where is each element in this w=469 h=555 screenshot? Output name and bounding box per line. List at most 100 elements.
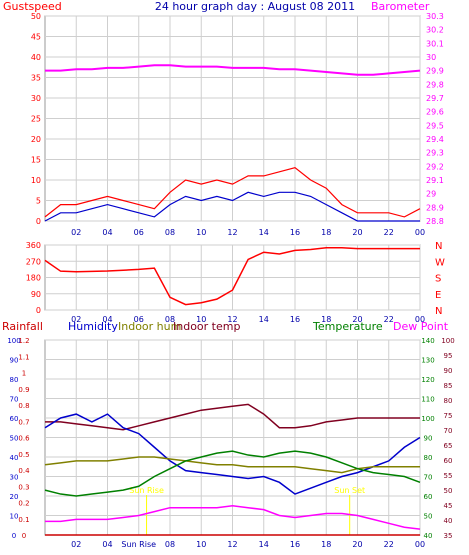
barometer-tick-label: 29 bbox=[426, 190, 436, 199]
graph-title: 24 hour graph day : August 08 2011 bbox=[155, 0, 355, 13]
axis-tick-label: 55 bbox=[444, 472, 453, 480]
axis-tick-label: 30 bbox=[10, 474, 19, 482]
time-tick-label: 04 bbox=[102, 228, 112, 237]
axis-tick-label: 75 bbox=[444, 412, 453, 420]
time-tick-label: 08 bbox=[165, 228, 175, 237]
time-tick-label: 06 bbox=[134, 315, 144, 324]
axis-tick-label: 0 bbox=[22, 532, 26, 540]
barometer-line bbox=[45, 64, 421, 76]
axis-tick-label: 50 bbox=[444, 487, 453, 495]
axis-tick-label: 40 bbox=[424, 532, 433, 540]
barometer-tick-label: 28.9 bbox=[426, 203, 444, 212]
time-tick-label: 18 bbox=[321, 228, 331, 237]
axis-tick-label: 0.8 bbox=[18, 402, 29, 410]
wind-lines bbox=[44, 64, 421, 222]
time-tick-label: 20 bbox=[352, 315, 362, 324]
time-tick-label: 00 bbox=[415, 228, 425, 237]
axis-tick-label: 0 bbox=[12, 532, 16, 540]
time-tick-label: 06 bbox=[134, 228, 144, 237]
gust-tick-label: 40 bbox=[31, 53, 41, 62]
axis-tick-label: 1.2 bbox=[18, 337, 29, 345]
axis-tick-label: 60 bbox=[444, 457, 453, 465]
time-tick-label: 04 bbox=[102, 315, 112, 324]
axis-tick-label: 10 bbox=[10, 513, 19, 521]
compass-label: S bbox=[435, 274, 441, 285]
time-tick-label: 18 bbox=[321, 540, 331, 549]
series-label: Rainfall bbox=[2, 320, 43, 333]
axis-tick-label: 140 bbox=[421, 337, 434, 345]
gust-tick-label: 20 bbox=[31, 135, 41, 144]
indoor_temp-line bbox=[45, 403, 420, 431]
axis-tick-label: 130 bbox=[421, 357, 434, 365]
axis-tick-label: 120 bbox=[421, 376, 434, 384]
axis-tick-label: 95 bbox=[444, 352, 453, 360]
axis-tick-label: 85 bbox=[444, 382, 453, 390]
axis-tick-label: 60 bbox=[10, 415, 19, 423]
barometer-tick-label: 29.1 bbox=[426, 176, 444, 185]
gust-tick-label: 45 bbox=[31, 33, 41, 42]
axis-tick-label: 60 bbox=[424, 493, 433, 501]
degree-tick-label: 180 bbox=[26, 274, 41, 283]
gust-tick-label: 5 bbox=[36, 197, 41, 206]
barometer-axis-label: Barometer bbox=[371, 0, 430, 13]
axis-tick-label: 110 bbox=[421, 396, 434, 404]
axis-tick-label: 0.1 bbox=[18, 516, 29, 524]
series-label: Indoor hum bbox=[118, 320, 181, 333]
direction-time-ticks: 02 04 06 08 10 12 14 16 18 20 22 00 bbox=[71, 315, 425, 324]
dew_point-line bbox=[45, 504, 421, 530]
axis-tick-label: 50 bbox=[10, 435, 19, 443]
time-tick-label: 10 bbox=[196, 228, 206, 237]
temperature-line bbox=[44, 450, 421, 497]
time-tick-label: 14 bbox=[259, 228, 269, 237]
sun-annotation: Sun Rise bbox=[129, 486, 164, 495]
time-tick-label: 12 bbox=[227, 315, 237, 324]
time-tick-label: 04 bbox=[102, 540, 112, 549]
axis-tick-label: 0.3 bbox=[18, 483, 29, 491]
degree-tick-label: 0 bbox=[36, 306, 41, 315]
axis-tick-label: 0.2 bbox=[18, 500, 29, 508]
series-label: Dew Point bbox=[393, 320, 449, 333]
axis-tick-label: 80 bbox=[444, 397, 453, 405]
compass-label: E bbox=[435, 290, 441, 301]
axis-tick-label: 90 bbox=[444, 367, 453, 375]
axis-tick-label: 40 bbox=[10, 454, 19, 462]
compass-label: W bbox=[435, 257, 445, 268]
gust-tick-label: 10 bbox=[31, 176, 41, 185]
time-tick-label: 14 bbox=[259, 540, 269, 549]
time-tick-label: Sun Rise bbox=[121, 540, 156, 549]
gust-tick-label: 35 bbox=[31, 74, 41, 83]
gust-line bbox=[44, 167, 421, 218]
barometer-tick-label: 29.7 bbox=[426, 94, 444, 103]
wind-direction-line bbox=[44, 246, 420, 306]
barometer-tick-label: 29.5 bbox=[426, 121, 444, 130]
series-label: Humidity bbox=[68, 320, 118, 333]
sun-annotation: Sun Set bbox=[334, 486, 365, 495]
time-tick-label: 02 bbox=[71, 228, 81, 237]
wind-grid bbox=[45, 15, 421, 222]
time-tick-label: 00 bbox=[415, 315, 425, 324]
time-tick-label: 10 bbox=[196, 315, 206, 324]
barometer-tick-label: 30.3 bbox=[426, 12, 444, 21]
gust-tick-label: 25 bbox=[31, 115, 41, 124]
axis-tick-label: 0.9 bbox=[18, 386, 29, 394]
axis-tick-label: 70 bbox=[10, 396, 19, 404]
direction-lines bbox=[44, 246, 420, 306]
gust-tick-label: 50 bbox=[31, 12, 41, 21]
axis-tick-label: 1 bbox=[22, 370, 26, 378]
barometer-tick-label: 29.3 bbox=[426, 149, 444, 158]
time-tick-label: 00 bbox=[415, 540, 425, 549]
time-tick-label: 08 bbox=[165, 315, 175, 324]
axis-tick-label: 50 bbox=[424, 513, 433, 521]
axis-tick-label: 100 bbox=[7, 337, 20, 345]
barometer-tick-label: 30 bbox=[426, 53, 436, 62]
time-tick-label: 22 bbox=[384, 540, 394, 549]
axis-tick-label: 0.6 bbox=[18, 435, 30, 443]
compass-label: N bbox=[435, 241, 442, 252]
gust-ticks: 0 5 10 15 20 25 30 35 40 45 50 bbox=[31, 12, 41, 226]
temperature-lines bbox=[44, 403, 421, 536]
series-label: Temperature bbox=[312, 320, 383, 333]
